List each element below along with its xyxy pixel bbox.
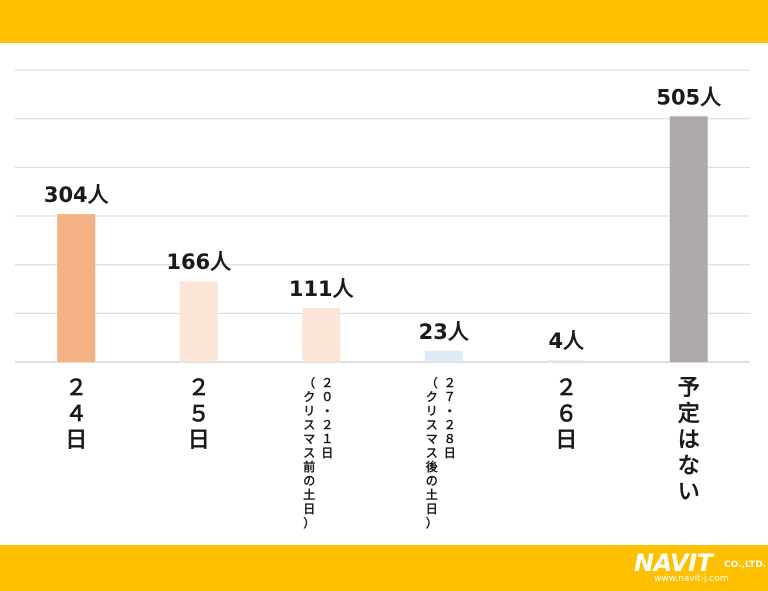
data-label: 4人 [548,329,584,353]
navit-logo: NAVIT CO.,LTD. www.navit-j.com [630,548,766,588]
category-label: ２ ０ ・ ２ １ 日 [321,376,334,460]
bar [547,360,586,362]
bar-chart: 304人 166人 111人 23人 4人 505人 [15,69,750,363]
logo-name: NAVIT [634,549,713,577]
data-label: 166人 [166,250,231,274]
bar [669,116,708,362]
category-label: （クリスマス前の土日） [303,376,316,530]
bar [302,307,341,362]
bottom-banner [0,545,768,591]
logo-url: www.navit-j.com [654,574,729,584]
category-label: ２ ７ ・ ２ ８ 日 [443,376,456,460]
category-label: （クリスマス後の土日） [425,376,438,530]
data-label: 505人 [656,85,721,109]
logo-suffix: CO.,LTD. [724,560,767,570]
bar [424,350,463,362]
data-label: 304人 [44,183,109,207]
top-banner [0,0,768,43]
bar [57,214,96,362]
category-label: 予定はない [677,376,700,505]
data-label: 23人 [419,320,469,344]
data-label: 111人 [289,277,354,301]
bar [179,281,218,362]
